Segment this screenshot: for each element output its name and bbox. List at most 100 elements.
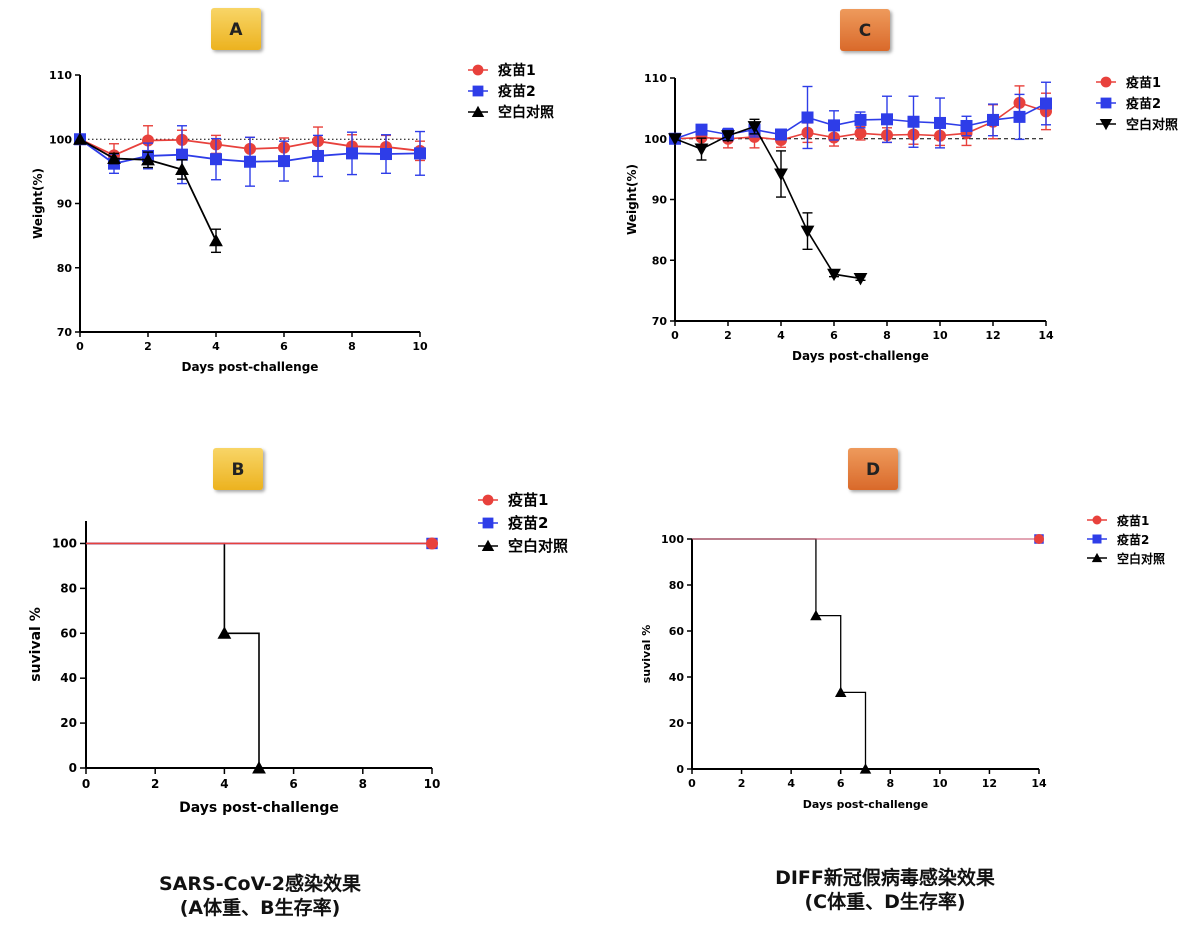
data-point: [828, 119, 840, 132]
legend-label: 空白对照: [498, 104, 554, 121]
y-tick-label: 100: [644, 133, 667, 146]
data-point: [810, 609, 822, 621]
y-tick-label: 100: [49, 133, 72, 146]
data-point: [907, 115, 920, 128]
y-tick-label: 80: [57, 262, 73, 275]
data-point: [801, 111, 814, 124]
legend-item-1: 疫苗1: [478, 491, 548, 509]
data-point: [827, 268, 841, 282]
x-tick-label: 0: [76, 340, 84, 353]
badge-box: [213, 448, 263, 490]
legend-item-2: 疫苗2: [1096, 96, 1161, 112]
legend-swatch-marker: [1091, 552, 1103, 563]
data-point: [244, 155, 256, 168]
x-axis-label: Days post-challenge: [803, 798, 929, 811]
data-point: [73, 132, 87, 145]
legend-label: 疫苗2: [1117, 532, 1149, 547]
data-point: [960, 119, 973, 132]
overlap-point: [1036, 536, 1042, 542]
x-tick-label: 4: [777, 329, 785, 342]
x-tick-label: 14: [1038, 329, 1054, 342]
right-caption: DIFF新冠假病毒感染效果 (C体重、D生存率): [740, 866, 1030, 914]
panel-badge-a: A: [211, 8, 261, 50]
legend-swatch-marker: [472, 85, 484, 97]
y-tick-label: 20: [669, 717, 685, 730]
y-tick-label: 80: [652, 254, 668, 267]
y-axis-label: Weight(%): [31, 168, 45, 239]
data-point: [694, 143, 709, 156]
survival-step-line: [692, 538, 867, 769]
x-tick-label: 10: [424, 777, 441, 791]
panel-a-weight-chart: A 70 80 90 100 110 0 2 4 6 8 10 Days post-challenge W…: [31, 8, 554, 374]
x-tick-label: 4: [220, 777, 228, 791]
x-tick-label: 6: [289, 777, 297, 791]
left-caption: SARS-CoV-2感染效果 (A体重、B生存率): [130, 872, 390, 920]
legend-swatch-marker: [1092, 534, 1102, 544]
x-tick-label: 0: [688, 777, 696, 790]
data-point: [175, 162, 189, 175]
data-point: [987, 113, 999, 126]
badge-letter: D: [866, 460, 880, 480]
data-point: [881, 113, 893, 126]
data-point: [209, 233, 223, 247]
data-point: [414, 147, 426, 160]
legend-item-1: 疫苗1: [1087, 513, 1149, 528]
y-tick-label: 70: [652, 315, 668, 328]
x-tick-label: 4: [787, 777, 795, 790]
x-axis-label: Days post-challenge: [179, 800, 339, 816]
legend-swatch-marker: [1100, 76, 1112, 88]
data-point: [800, 225, 815, 238]
series-3: [73, 132, 223, 254]
data-point: [346, 147, 358, 160]
x-tick-label: 8: [886, 777, 894, 790]
series-2: [74, 125, 426, 187]
y-tick-label: 100: [52, 536, 77, 550]
x-tick-label: 8: [348, 340, 356, 353]
y-axis-label: suvival %: [28, 607, 44, 682]
x-tick-label: 10: [932, 777, 948, 790]
y-tick-label: 110: [644, 72, 667, 85]
y-axis-label: suvival %: [640, 625, 653, 684]
badge-letter: C: [859, 21, 871, 41]
legend-swatch-marker: [1092, 515, 1102, 525]
legend-swatch-marker: [1100, 97, 1112, 109]
y-axis-label: Weight(%): [625, 164, 639, 235]
legend-label: 疫苗1: [1126, 75, 1161, 91]
x-tick-label: 2: [151, 777, 159, 791]
data-point: [176, 148, 188, 161]
legend: 疫苗1 疫苗2 空白对照: [1087, 513, 1165, 566]
series-3: [668, 118, 868, 286]
right-caption-line1: DIFF新冠假病毒感染效果: [775, 867, 995, 889]
series-1: [692, 534, 1044, 544]
x-tick-label: 12: [982, 777, 997, 790]
y-tick-label: 0: [69, 761, 77, 775]
legend-swatch-marker: [482, 494, 494, 506]
y-tick-label: 0: [676, 763, 684, 776]
legend-label: 疫苗1: [498, 62, 536, 79]
legend-item-2: 疫苗2: [478, 514, 548, 532]
y-tick-label: 80: [669, 579, 685, 592]
data-point: [747, 121, 762, 134]
legend-label: 疫苗1: [508, 491, 548, 509]
y-tick-label: 70: [57, 326, 73, 339]
badge-letter: A: [229, 20, 243, 40]
x-tick-label: 4: [212, 340, 220, 353]
data-point: [668, 133, 682, 146]
data-point: [934, 116, 946, 129]
y-tick-label: 60: [60, 626, 77, 640]
legend-item-3: 空白对照: [468, 104, 554, 121]
y-tick-label: 110: [49, 69, 72, 82]
legend-item-1: 疫苗1: [468, 62, 536, 79]
data-point: [210, 153, 222, 166]
data-point: [278, 155, 290, 168]
y-tick-label: 80: [60, 581, 77, 595]
data-point: [141, 152, 155, 166]
legend-item-1: 疫苗1: [1096, 75, 1161, 91]
data-point: [1040, 97, 1052, 110]
legend-label: 空白对照: [1126, 117, 1178, 133]
data-point: [854, 127, 867, 140]
x-tick-label: 8: [359, 777, 367, 791]
panel-c-weight-chart: C 70 80 90 100 110 0 2 4 6 8 10 12 14 Days post-challe…: [625, 9, 1178, 363]
y-tick-label: 40: [60, 671, 77, 685]
